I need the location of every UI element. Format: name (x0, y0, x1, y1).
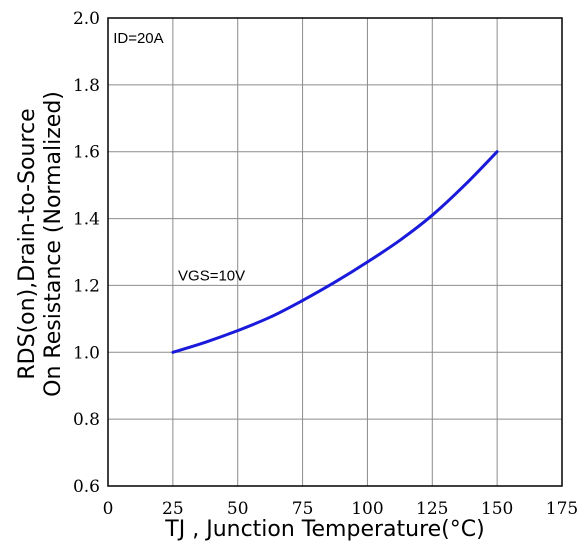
x-tick-label: 175 (546, 499, 578, 519)
y-tick-label: 0.8 (73, 410, 100, 430)
y-tick-label: 0.6 (73, 477, 100, 497)
y-tick-label: 1.0 (73, 343, 100, 363)
x-tick-label: 150 (481, 499, 513, 519)
y-tick-label: 1.6 (73, 143, 100, 163)
y-axis-title-line1: RDS(on),Drain-to-Source (15, 108, 40, 379)
y-tick-labels: 0.6 0.8 1.0 1.2 1.4 1.6 1.8 2.0 (73, 9, 100, 497)
annotation-voltage: VGS=10V (178, 267, 245, 284)
annotation-current: ID=20A (113, 30, 163, 47)
y-axis-title-line2: On Resistance (Normalized) (41, 91, 66, 397)
y-tick-label: 1.8 (73, 76, 100, 96)
y-tick-label: 2.0 (73, 9, 100, 29)
x-axis-title: TJ , Junction Temperature(°C) (164, 517, 484, 542)
x-tick-label: 75 (292, 499, 314, 519)
x-tick-labels: 0 25 50 75 100 125 150 175 (103, 499, 579, 519)
x-tick-label: 25 (162, 499, 184, 519)
x-tick-label: 100 (351, 499, 383, 519)
y-tick-label: 1.2 (73, 276, 100, 296)
grid (108, 18, 562, 486)
x-tick-label: 125 (416, 499, 448, 519)
x-tick-label: 0 (103, 499, 114, 519)
rds-on-curve (171, 150, 499, 354)
x-tick-label: 50 (227, 499, 249, 519)
plot-frame (107, 17, 563, 487)
y-tick-label: 1.4 (73, 210, 100, 230)
